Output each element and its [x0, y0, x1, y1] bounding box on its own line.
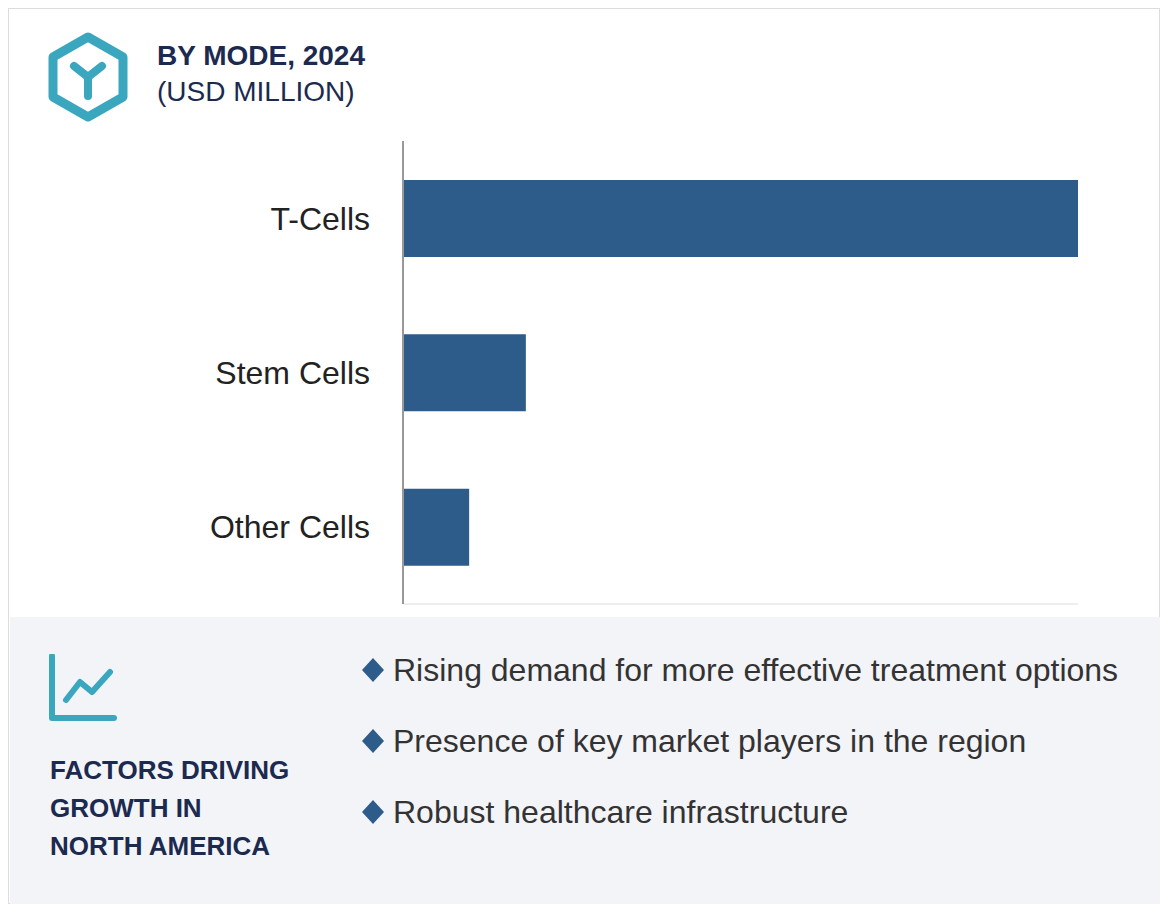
html-text:Rising demand for more effecti: Rising demand for more effective treatme…: [393, 652, 1119, 688]
svg-text:T-Cells: T-Cells: [270, 201, 370, 237]
svg-text:Other Cells: Other Cells: [210, 509, 370, 545]
html-text:BY MODE, 2024: BY MODE, 2024: [157, 40, 365, 71]
html-text:Robust healthcare infrastructu: Robust healthcare infrastructure: [393, 794, 849, 830]
html-text:(USD MILLION): (USD MILLION): [157, 76, 355, 107]
html-text:Presence of key market players: Presence of key market players in the re…: [393, 723, 1027, 759]
svg-text:Stem Cells: Stem Cells: [215, 355, 370, 391]
html-text:FACTORS DRIVING GROWTH IN NORT: FACTORS DRIVING GROWTH IN NORTH AMERICA: [50, 755, 290, 861]
